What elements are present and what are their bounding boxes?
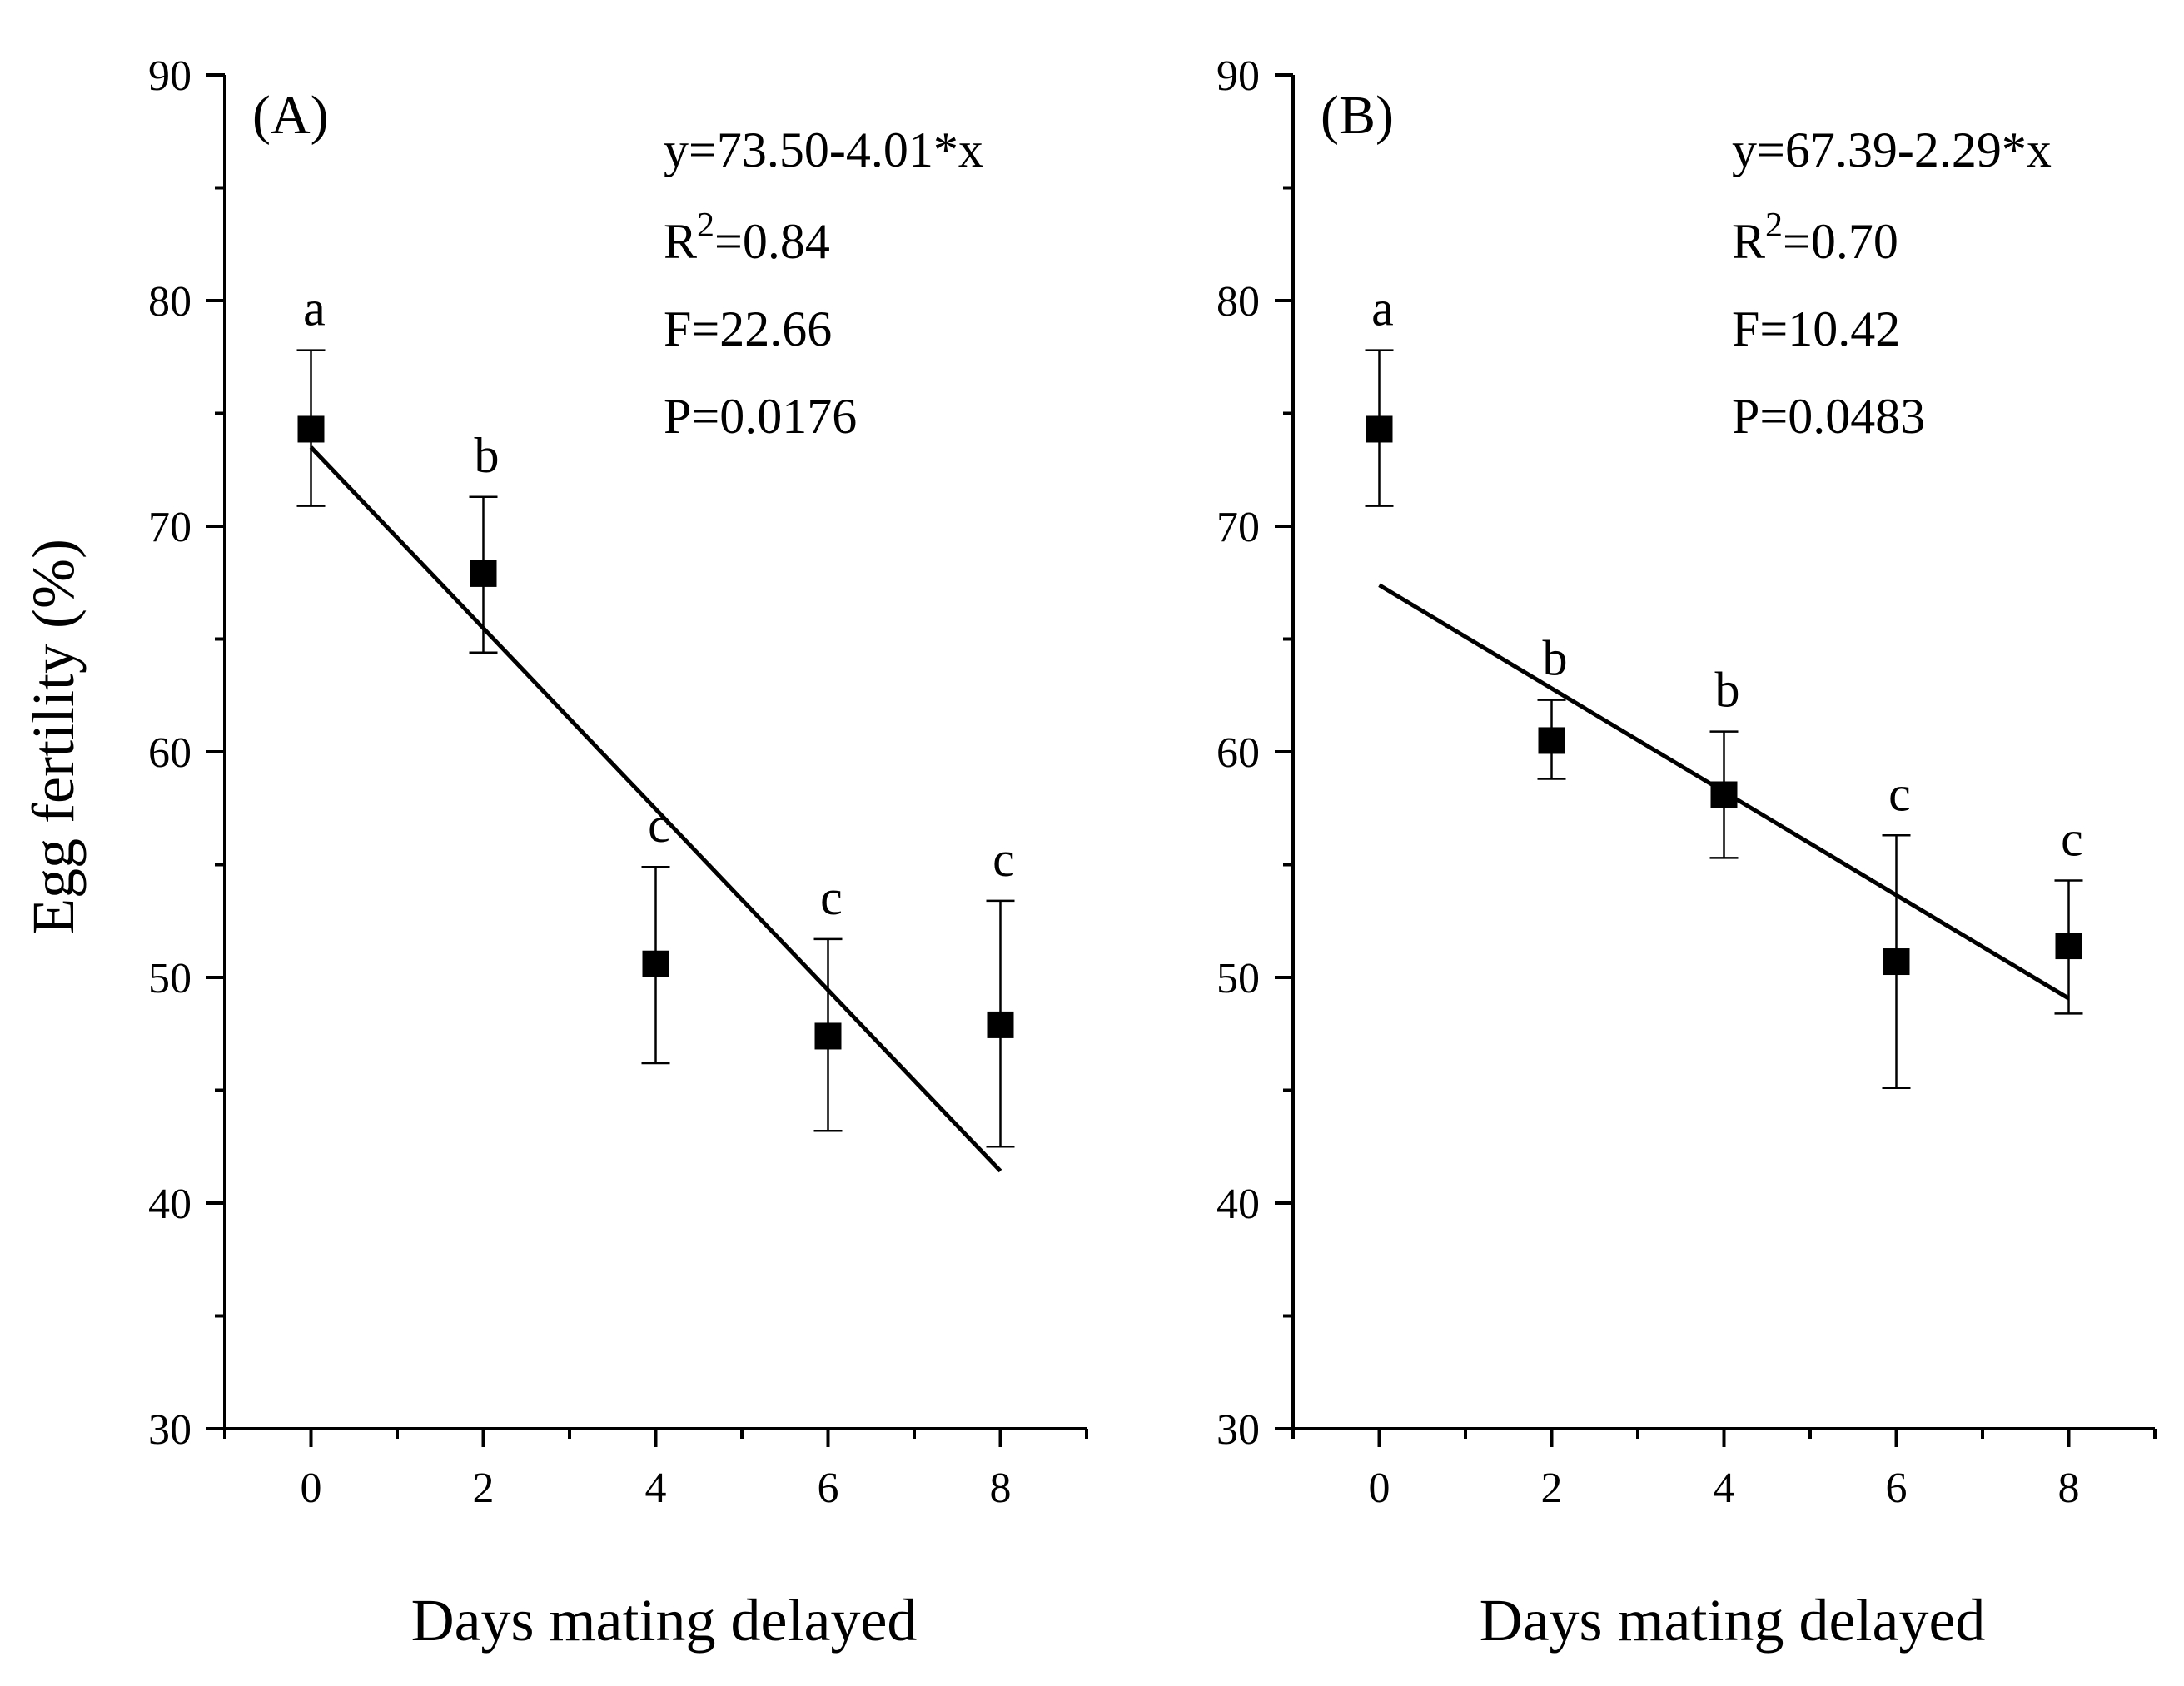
regression-equation: y=73.50-4.01*x — [664, 122, 983, 177]
y-tick-label: 50 — [148, 955, 192, 1002]
y-tick-label: 70 — [1216, 504, 1260, 551]
data-point — [1883, 948, 1910, 976]
significance-letter: c — [648, 798, 670, 853]
significance-letter: b — [1715, 663, 1740, 718]
regression-equation: y=67.39-2.29*x — [1732, 122, 2052, 177]
regression-line — [309, 445, 1002, 1173]
significance-letter: c — [1888, 766, 1911, 821]
data-point — [642, 950, 669, 977]
panel-label: (B) — [1321, 85, 1394, 146]
data-point — [814, 1022, 842, 1050]
significance-letter: a — [303, 281, 326, 336]
panel-a: 30 40 50 60 70 80 90 0 2 4 6 8 Days mating delayed a b… — [148, 52, 1088, 1654]
data-point — [1366, 415, 1393, 443]
significance-letter: a — [1371, 281, 1394, 336]
x-axis-title: Days mating delayed — [411, 1587, 918, 1654]
panel-label: (A) — [252, 85, 329, 146]
data-point — [1710, 781, 1738, 808]
r-squared-value: R2=0.84 — [664, 206, 830, 269]
x-tick-label: 0 — [1369, 1465, 1390, 1512]
significance-letter: b — [475, 428, 500, 483]
x-tick-label: 4 — [645, 1465, 667, 1512]
y-tick-label: 40 — [148, 1181, 192, 1228]
data-point — [2055, 933, 2082, 960]
y-tick-label: 30 — [148, 1406, 192, 1454]
significance-letter: c — [993, 832, 1015, 887]
x-tick-label: 6 — [818, 1465, 839, 1512]
x-tick-label: 8 — [2058, 1465, 2080, 1512]
y-tick-label: 70 — [148, 504, 192, 551]
y-tick-label: 30 — [1216, 1406, 1260, 1454]
x-tick-label: 6 — [1886, 1465, 1908, 1512]
panel-b: 30 40 50 60 70 80 90 0 2 4 6 8 Days mating delayed a b… — [1216, 52, 2157, 1654]
y-tick-label: 40 — [1216, 1181, 1260, 1228]
y-tick-label: 90 — [1216, 52, 1260, 100]
f-statistic: F=22.66 — [664, 301, 832, 356]
y-tick-label: 60 — [148, 729, 192, 777]
y-tick-label: 60 — [1216, 729, 1260, 777]
y-tick-label: 90 — [148, 52, 192, 100]
x-tick-label: 2 — [473, 1465, 495, 1512]
p-value: P=0.0176 — [664, 389, 857, 444]
x-tick-label: 4 — [1714, 1465, 1735, 1512]
data-point — [297, 415, 325, 443]
x-tick-label: 2 — [1541, 1465, 1563, 1512]
x-axis-title: Days mating delayed — [1480, 1587, 1986, 1654]
x-tick-label: 8 — [990, 1465, 1012, 1512]
x-tick-label: 0 — [301, 1465, 322, 1512]
y-tick-label: 50 — [1216, 955, 1260, 1002]
significance-letter: c — [2061, 811, 2083, 866]
y-axis-title: Egg fertility (%) — [20, 539, 87, 935]
r-squared-value: R2=0.70 — [1732, 206, 1898, 269]
data-point — [1538, 727, 1565, 754]
y-tick-label: 80 — [1216, 278, 1260, 326]
p-value: P=0.0483 — [1732, 389, 1925, 444]
data-point — [987, 1011, 1014, 1038]
significance-letter: b — [1543, 631, 1568, 686]
significance-letter: c — [820, 870, 843, 925]
data-point — [470, 560, 497, 587]
f-statistic: F=10.42 — [1732, 301, 1900, 356]
y-tick-label: 80 — [148, 278, 192, 326]
